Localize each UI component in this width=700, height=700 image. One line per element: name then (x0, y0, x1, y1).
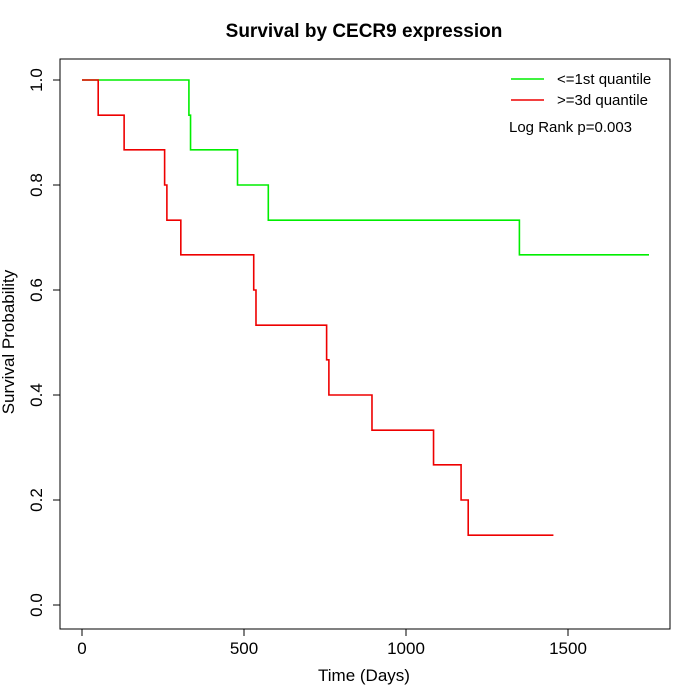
legend-label: >=3d quantile (557, 92, 648, 109)
plot-frame (59, 58, 671, 630)
y-tick-label: 0.0 (27, 593, 46, 617)
survival-curves (82, 79, 649, 536)
y-axis: 0.0 0.2 0.4 0.6 0.8 1.0 (27, 68, 61, 617)
x-tick-label: 500 (230, 639, 258, 658)
x-axis: 0 500 1000 1500 (77, 628, 587, 658)
legend-label: <=1st quantile (557, 71, 651, 88)
curve-series-1 (82, 79, 649, 256)
y-axis-label: Survival Probability (0, 269, 18, 414)
x-tick-label: 0 (77, 639, 86, 658)
y-tick-label: 0.4 (27, 383, 46, 407)
y-tick-label: 0.8 (27, 173, 46, 197)
logrank-annotation: Log Rank p=0.003 (509, 119, 632, 136)
y-tick-label: 1.0 (27, 68, 46, 92)
x-tick-label: 1500 (549, 639, 587, 658)
y-tick-label: 0.6 (27, 278, 46, 302)
chart-title: Survival by CECR9 expression (226, 21, 503, 42)
curve-series-2 (82, 79, 554, 536)
y-tick-label: 0.2 (27, 488, 46, 512)
x-axis-label: Time (Days) (318, 666, 410, 685)
x-tick-label: 1000 (387, 639, 425, 658)
legend: <=1st quantile >=3d quantile (511, 71, 651, 109)
